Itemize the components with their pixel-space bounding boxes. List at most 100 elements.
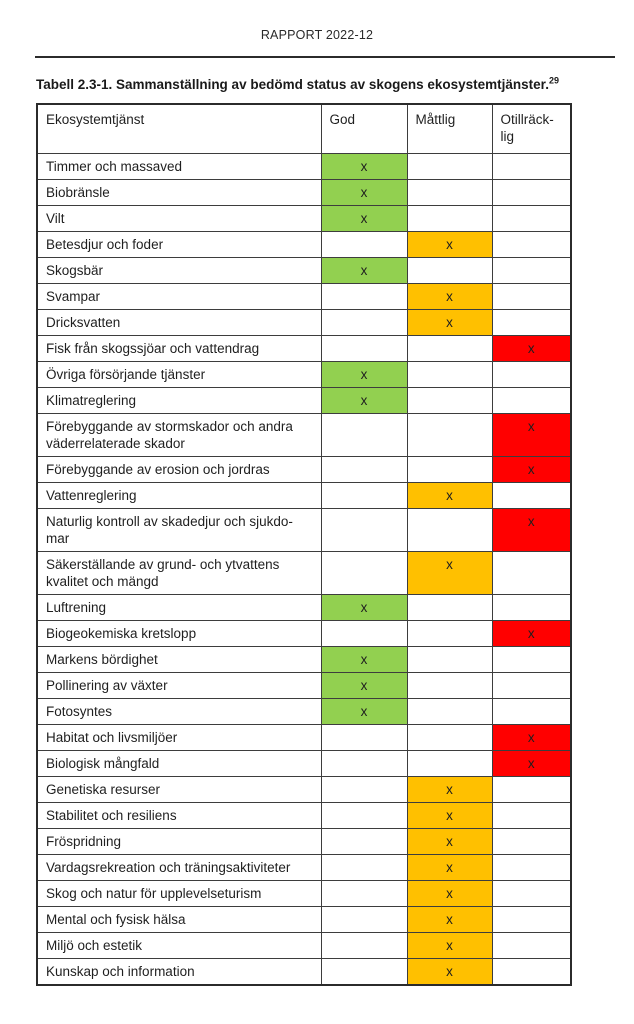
row-label: Miljö och estetik (36, 932, 322, 959)
status-cell-god (320, 551, 408, 595)
status-cell-mattlig: x (406, 828, 493, 855)
status-cell-mattlig: x (406, 958, 493, 986)
status-cell-god (320, 309, 408, 336)
status-cell-mattlig (406, 153, 493, 180)
status-cell-god: x (320, 646, 408, 673)
table-row: Vardagsrekreation och träningsaktivitete… (36, 854, 572, 881)
table-row: Luftrening x (36, 594, 572, 621)
row-label: Skogsbär (36, 257, 322, 284)
status-cell-otillracklig (491, 283, 572, 310)
status-cell-otillracklig (491, 594, 572, 621)
status-cell-otillracklig (491, 880, 572, 907)
table-row: Skog och natur för upplevelseturism x (36, 880, 572, 907)
status-cell-mattlig: x (406, 932, 493, 959)
status-cell-otillracklig (491, 309, 572, 336)
status-cell-otillracklig (491, 551, 572, 595)
table-row: Vilt x (36, 205, 572, 232)
status-cell-god (320, 283, 408, 310)
row-label: Naturlig kontroll av skadedjur och sjukd… (36, 508, 322, 552)
status-cell-otillracklig (491, 231, 572, 258)
status-cell-god: x (320, 672, 408, 699)
status-cell-mattlig: x (406, 802, 493, 829)
col-header-god: God (320, 103, 408, 154)
table-body: Timmer och massaved x Biobränsle x Vilt … (36, 153, 572, 986)
status-cell-mattlig (406, 335, 493, 362)
row-label: Säkerställande av grund- och ytvattens k… (36, 551, 322, 595)
status-cell-god: x (320, 698, 408, 725)
row-label: Mental och fysisk hälsa (36, 906, 322, 933)
status-cell-otillracklig (491, 672, 572, 699)
row-label: Vilt (36, 205, 322, 232)
status-cell-god (320, 335, 408, 362)
status-cell-god: x (320, 361, 408, 388)
status-cell-god (320, 482, 408, 509)
status-cell-god: x (320, 387, 408, 414)
status-cell-otillracklig (491, 646, 572, 673)
status-cell-god (320, 802, 408, 829)
status-cell-god: x (320, 179, 408, 206)
row-label: Dricksvatten (36, 309, 322, 336)
status-cell-mattlig: x (406, 551, 493, 595)
row-label: Biobränsle (36, 179, 322, 206)
status-cell-otillracklig (491, 698, 572, 725)
status-cell-otillracklig: x (491, 620, 572, 647)
status-cell-otillracklig (491, 906, 572, 933)
table-row: Vattenreglering x (36, 482, 572, 509)
status-cell-god (320, 880, 408, 907)
table-row: Fisk från skogssjöar och vattendrag x (36, 335, 572, 362)
status-cell-mattlig (406, 413, 493, 457)
status-cell-otillracklig (491, 153, 572, 180)
table-row: Pollinering av växter x (36, 672, 572, 699)
status-cell-mattlig: x (406, 854, 493, 881)
row-label: Biogeokemiska kretslopp (36, 620, 322, 647)
status-cell-mattlig (406, 456, 493, 483)
row-label: Genetiska resurser (36, 776, 322, 803)
row-label: Luftrening (36, 594, 322, 621)
status-cell-otillracklig (491, 932, 572, 959)
status-cell-otillracklig (491, 776, 572, 803)
table-header-row: Ekosystemtjänst God Måttlig Otillräck- l… (36, 103, 572, 154)
col-header-otillracklig: Otillräck- lig (491, 103, 572, 154)
table-row: Mental och fysisk hälsa x (36, 906, 572, 933)
table-row: Biobränsle x (36, 179, 572, 206)
status-cell-otillracklig: x (491, 724, 572, 751)
status-cell-otillracklig: x (491, 750, 572, 777)
status-cell-mattlig (406, 724, 493, 751)
status-cell-otillracklig: x (491, 335, 572, 362)
table-row: Förebyggande av stormskador och andra vä… (36, 413, 572, 457)
row-label: Övriga försörjande tjänster (36, 361, 322, 388)
row-label: Betesdjur och foder (36, 231, 322, 258)
status-cell-god (320, 828, 408, 855)
row-label: Skog och natur för upplevelseturism (36, 880, 322, 907)
table-row: Miljö och estetik x (36, 932, 572, 959)
status-cell-otillracklig (491, 179, 572, 206)
table-row: Timmer och massaved x (36, 153, 572, 180)
status-cell-otillracklig (491, 482, 572, 509)
status-cell-god (320, 413, 408, 457)
table-row: Fotosyntes x (36, 698, 572, 725)
table-row: Fröspridning x (36, 828, 572, 855)
table-row: Övriga försörjande tjänster x (36, 361, 572, 388)
row-label: Fröspridning (36, 828, 322, 855)
status-cell-mattlig: x (406, 283, 493, 310)
status-cell-mattlig: x (406, 482, 493, 509)
status-cell-god (320, 508, 408, 552)
status-cell-otillracklig (491, 205, 572, 232)
status-cell-mattlig (406, 594, 493, 621)
status-cell-otillracklig (491, 854, 572, 881)
table-row: Habitat och livsmiljöer x (36, 724, 572, 751)
header-divider (35, 56, 615, 58)
table-row: Betesdjur och foder x (36, 231, 572, 258)
status-cell-god (320, 854, 408, 881)
status-cell-mattlig: x (406, 880, 493, 907)
status-cell-otillracklig (491, 958, 572, 986)
status-table: Ekosystemtjänst God Måttlig Otillräck- l… (36, 103, 572, 986)
table-row: Markens bördighet x (36, 646, 572, 673)
status-cell-god: x (320, 205, 408, 232)
row-label: Vardagsrekreation och träningsaktivitete… (36, 854, 322, 881)
row-label: Fisk från skogssjöar och vattendrag (36, 335, 322, 362)
table-row: Svampar x (36, 283, 572, 310)
status-cell-god (320, 456, 408, 483)
status-cell-mattlig: x (406, 231, 493, 258)
